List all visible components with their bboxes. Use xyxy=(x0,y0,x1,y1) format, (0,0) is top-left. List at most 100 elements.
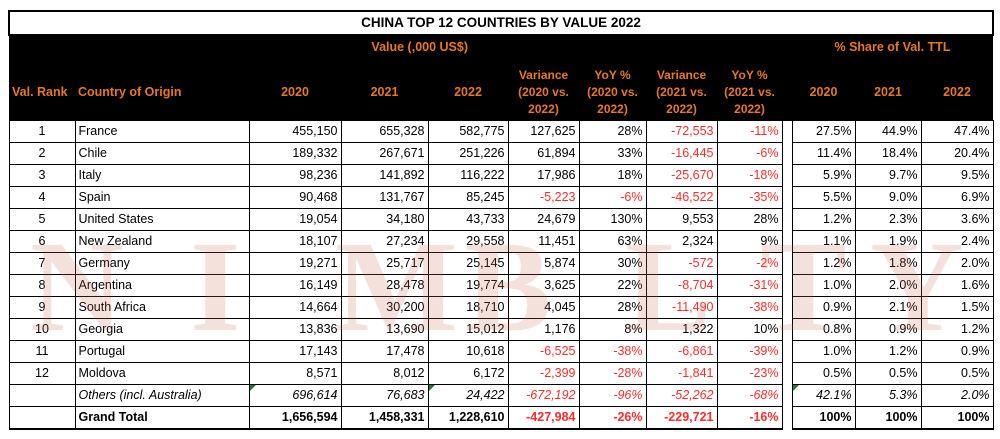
cell-yoy1: -28% xyxy=(578,362,647,385)
cell-yoy2: -16% xyxy=(716,406,783,430)
cell-s2021: 2.0% xyxy=(854,274,922,297)
cell-rank xyxy=(8,384,76,407)
table-row: 11 Portugal 17,143 17,478 10,618 -6,525 -38% -6… xyxy=(8,340,994,363)
cell-yoy1: 28% xyxy=(578,120,647,143)
cell-s2020: 1.2% xyxy=(791,252,856,275)
cell-s2020: 100% xyxy=(791,406,856,430)
cell-yoy2: -31% xyxy=(716,274,783,297)
cell-yoy1: 130% xyxy=(578,208,647,231)
col-header-yoy-2020-2022: YoY % (2020 vs. 2022) xyxy=(579,64,646,121)
cell-country: Georgia xyxy=(74,318,250,341)
cell-var2: 2,324 xyxy=(645,230,718,253)
cell-rank: 9 xyxy=(8,296,76,319)
grand-total-row: Grand Total 1,656,594 1,458,331 1,228,610 -4… xyxy=(8,406,994,430)
cell-var2: -52,262 xyxy=(645,384,718,407)
cell-v2021: 27,234 xyxy=(340,230,429,253)
cell-v2022: 1,228,610 xyxy=(427,406,509,430)
cell-yoy2: -6% xyxy=(716,142,783,165)
cell-s2022: 2.0% xyxy=(920,384,994,407)
column-header-row: Val. Rank Country of Origin 2020 2021 20… xyxy=(9,64,994,121)
cell-rank: 4 xyxy=(8,186,76,209)
cell-s2022: 2.4% xyxy=(920,230,994,253)
cell-yoy2: 9% xyxy=(716,230,783,253)
cell-var1: 3,625 xyxy=(507,274,580,297)
cell-s2021: 2.3% xyxy=(854,208,922,231)
cell-var1: 1,176 xyxy=(507,318,580,341)
cell-yoy1: 63% xyxy=(578,230,647,253)
col-header-share-2021: 2021 xyxy=(855,64,921,121)
cell-s2021: 18.4% xyxy=(854,142,922,165)
cell-s2020: 1.0% xyxy=(791,340,856,363)
cell-s2020: 1.1% xyxy=(791,230,856,253)
cell-yoy2: -35% xyxy=(716,186,783,209)
cell-country: Spain xyxy=(74,186,250,209)
cell-yoy1: 8% xyxy=(578,318,647,341)
cell-rank: 2 xyxy=(8,142,76,165)
cell-rank: 11 xyxy=(8,340,76,363)
cell-yoy2: -68% xyxy=(716,384,783,407)
cell-s2021: 44.9% xyxy=(854,120,922,143)
cell-s2021: 1.8% xyxy=(854,252,922,275)
cell-s2021: 1.9% xyxy=(854,230,922,253)
cell-v2022: 15,012 xyxy=(427,318,509,341)
cell-var1: 11,451 xyxy=(507,230,580,253)
cell-var2: -229,721 xyxy=(645,406,718,430)
cell-var2: 9,553 xyxy=(645,208,718,231)
cell-country: Italy xyxy=(74,164,250,187)
cell-v2021: 25,717 xyxy=(340,252,429,275)
cell-var2: -16,445 xyxy=(645,142,718,165)
cell-var2: -6,861 xyxy=(645,340,718,363)
cell-s2020: 1.0% xyxy=(791,274,856,297)
cell-v2022: 10,618 xyxy=(427,340,509,363)
cell-yoy2: -39% xyxy=(716,340,783,363)
cell-s2021: 0.9% xyxy=(854,318,922,341)
cell-v2021: 8,012 xyxy=(340,362,429,385)
cell-var2: -11,490 xyxy=(645,296,718,319)
cell-yoy1: 33% xyxy=(578,142,647,165)
cell-yoy1: -6% xyxy=(578,186,647,209)
cell-rank: 12 xyxy=(8,362,76,385)
cell-yoy1: 30% xyxy=(578,252,647,275)
cell-s2020: 42.1% xyxy=(791,384,856,407)
cell-country: United States xyxy=(74,208,250,231)
cell-v2020: 17,143 xyxy=(248,340,342,363)
cell-v2022: 6,172 xyxy=(427,362,509,385)
cell-s2020: 0.5% xyxy=(791,362,856,385)
cell-v2022: 29,558 xyxy=(427,230,509,253)
cell-v2020: 16,149 xyxy=(248,274,342,297)
cell-country: Argentina xyxy=(74,274,250,297)
cell-var2: -46,522 xyxy=(645,186,718,209)
col-header-share-2022: 2022 xyxy=(921,64,994,121)
cell-v2020: 13,836 xyxy=(248,318,342,341)
country-value-table: CHINA TOP 12 COUNTRIES BY VALUE 2022 Val… xyxy=(7,10,995,430)
cell-yoy1: -26% xyxy=(578,406,647,430)
table-row: 9 South Africa 14,664 30,200 18,710 4,045 28% -… xyxy=(8,296,994,319)
table-row: 1 France 455,150 655,328 582,775 127,625 28% -7… xyxy=(8,120,994,143)
table-row: 7 Germany 19,271 25,717 25,145 5,874 30% -572 -2… xyxy=(8,252,994,275)
cell-rank: 1 xyxy=(8,120,76,143)
cell-v2020: 189,332 xyxy=(248,142,342,165)
cell-s2021: 0.5% xyxy=(854,362,922,385)
table-row: 10 Georgia 13,836 13,690 15,012 1,176 8% 1,322 1… xyxy=(8,318,994,341)
cell-yoy2: -2% xyxy=(716,252,783,275)
cell-yoy2: 28% xyxy=(716,208,783,231)
cell-yoy1: 28% xyxy=(578,296,647,319)
cell-var2: -1,841 xyxy=(645,362,718,385)
cell-v2021: 267,671 xyxy=(340,142,429,165)
cell-v2022: 24,422 xyxy=(427,384,509,407)
title-row: CHINA TOP 12 COUNTRIES BY VALUE 2022 xyxy=(7,10,995,36)
cell-v2021: 30,200 xyxy=(340,296,429,319)
col-header-share-2020: 2020 xyxy=(792,64,855,121)
col-header-yoy-2021-2022: YoY % (2021 vs. 2022) xyxy=(717,64,782,121)
col-header-2021: 2021 xyxy=(341,64,428,121)
cell-v2020: 14,664 xyxy=(248,296,342,319)
cell-v2021: 28,478 xyxy=(340,274,429,297)
cell-v2022: 85,245 xyxy=(427,186,509,209)
cell-s2022: 1.5% xyxy=(920,296,994,319)
cell-s2022: 3.6% xyxy=(920,208,994,231)
cell-s2020: 1.2% xyxy=(791,208,856,231)
cell-var1: 4,045 xyxy=(507,296,580,319)
cell-yoy1: 22% xyxy=(578,274,647,297)
cell-v2021: 17,478 xyxy=(340,340,429,363)
cell-country: New Zealand xyxy=(74,230,250,253)
